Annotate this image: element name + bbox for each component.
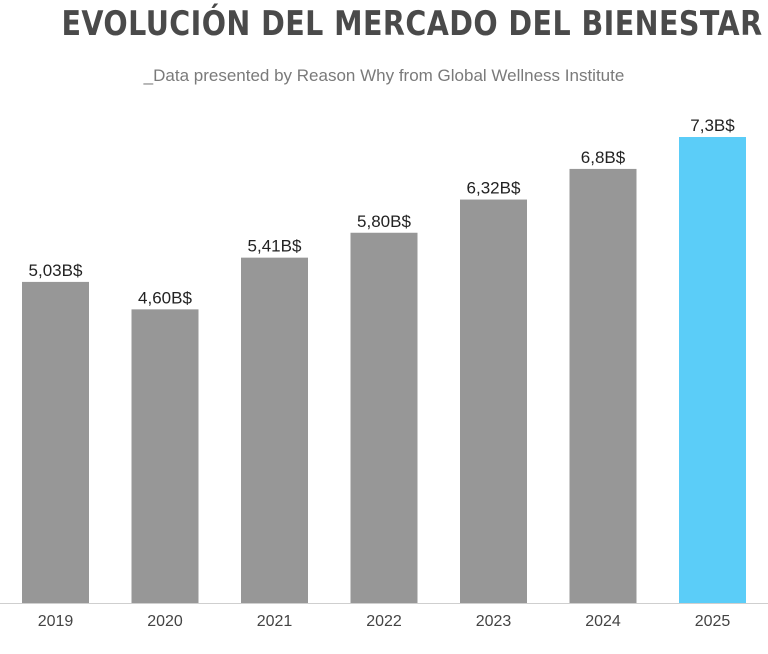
data-label-2025: 7,3B$ (690, 116, 735, 135)
bar-2024 (569, 168, 637, 604)
x-tick-labels-group: 2019 2020 2021 2022 2023 2024 2025 (38, 613, 731, 630)
bar-2021 (241, 257, 308, 603)
bar-2023 (460, 199, 527, 603)
data-labels-group: 5,03B$ 4,60B$ 5,41B$ 5,80B$ 6,32B$ 6,8B$ 7,3B$ (29, 116, 736, 307)
x-tick-label-2021: 2021 (257, 613, 293, 630)
data-label-2022: 5,80B$ (357, 212, 411, 231)
x-tick-label-2024: 2024 (585, 613, 621, 630)
chart-title: EVOLUCIÓN DEL MERCADO DEL BIENESTAR (61, 4, 763, 44)
chart-subtitle: _Data presented by Reason Why from Globa… (143, 66, 625, 85)
data-label-2021: 5,41B$ (248, 237, 302, 256)
bar-2020 (131, 309, 199, 603)
data-label-2024: 6,8B$ (581, 148, 626, 167)
bar-2022 (350, 232, 418, 603)
data-label-2019: 5,03B$ (29, 261, 83, 280)
bars-group (22, 137, 746, 604)
x-tick-label-2020: 2020 (147, 613, 183, 630)
x-tick-label-2023: 2023 (476, 613, 512, 630)
data-label-2023: 6,32B$ (467, 179, 521, 198)
data-label-2020: 4,60B$ (138, 288, 192, 307)
bar-2019 (22, 281, 89, 603)
x-tick-label-2025: 2025 (695, 613, 731, 630)
x-tick-label-2019: 2019 (38, 613, 74, 630)
x-tick-label-2022: 2022 (366, 613, 402, 630)
bar-2025 (679, 137, 746, 603)
